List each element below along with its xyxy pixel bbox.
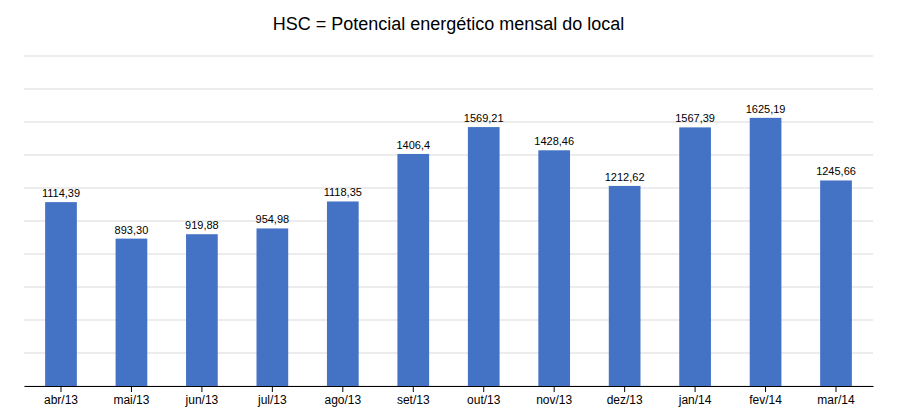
bar — [397, 154, 429, 386]
chart: HSC = Potencial energético mensal do loc… — [0, 0, 897, 420]
data-label: 893,30 — [115, 224, 149, 236]
x-tick: dez/13 — [607, 386, 643, 407]
x-tick: set/13 — [397, 386, 430, 407]
bar — [186, 234, 218, 386]
data-label: 1428,46 — [534, 135, 574, 147]
x-tick: jul/13 — [257, 386, 287, 407]
x-tick-label: jun/13 — [185, 393, 219, 407]
bar — [327, 201, 359, 386]
data-label: 1118,35 — [324, 186, 362, 198]
data-label: 1406,4 — [396, 139, 430, 151]
data-label: 1625,19 — [746, 103, 786, 115]
x-tick: abr/13 — [44, 386, 78, 407]
bar — [679, 127, 711, 386]
x-tick: jan/14 — [678, 386, 712, 407]
grid-line — [24, 254, 873, 255]
x-tick-label: nov/13 — [536, 393, 572, 407]
bars — [45, 118, 852, 386]
grid — [24, 56, 873, 386]
x-tick-label: ago/13 — [324, 393, 361, 407]
x-tick-mark — [342, 386, 343, 392]
x-tick-mark — [272, 386, 273, 392]
bar — [538, 150, 570, 386]
x-tick: fev/14 — [749, 386, 782, 407]
data-label: 1212,62 — [605, 171, 645, 183]
x-tick-label: dez/13 — [607, 393, 643, 407]
x-tick-mark — [131, 386, 132, 392]
x-tick-label: abr/13 — [44, 393, 78, 407]
grid-line — [24, 188, 873, 189]
x-tick: out/13 — [467, 386, 501, 407]
x-tick: jun/13 — [185, 386, 219, 407]
x-tick-mark — [765, 386, 766, 392]
x-tick-label: jul/13 — [257, 393, 287, 407]
data-labels: 1114,39 893,30 919,88 954,98 1118,35 1406,4 15… — [42, 103, 856, 236]
x-tick: nov/13 — [536, 386, 572, 407]
grid-line — [24, 122, 873, 123]
grid-line — [24, 56, 873, 57]
x-tick-label: mai/13 — [113, 393, 149, 407]
grid-line — [24, 353, 873, 354]
plot: 1114,39 893,30 919,88 954,98 1118,35 1406,4 15… — [24, 56, 874, 407]
x-axis: abr/13 mai/13 jun/13 jul/13 ago/13 set/13 out/… — [25, 386, 874, 407]
x-tick-label: mar/14 — [817, 393, 855, 407]
x-tick-mark — [413, 386, 414, 392]
x-tick-mark — [554, 386, 555, 392]
grid-line — [24, 386, 873, 387]
data-label: 1114,39 — [42, 187, 80, 199]
data-label: 1567,39 — [675, 112, 715, 124]
bar — [257, 228, 289, 386]
bar — [750, 118, 782, 386]
x-tick-mark — [624, 386, 625, 392]
x-tick-mark — [60, 386, 61, 392]
bar — [468, 127, 500, 386]
data-label: 1245,66 — [816, 165, 856, 177]
grid-line — [24, 287, 873, 288]
x-tick: ago/13 — [324, 386, 361, 407]
grid-line — [24, 155, 873, 156]
x-tick: mai/13 — [113, 386, 149, 407]
bar — [116, 239, 148, 386]
grid-line — [24, 320, 873, 321]
bar — [609, 186, 641, 386]
x-tick-label: out/13 — [467, 393, 501, 407]
grid-line — [24, 221, 873, 222]
bar — [820, 180, 852, 386]
bar — [45, 202, 77, 386]
x-tick-label: jan/14 — [678, 393, 712, 407]
title: HSC = Potencial energético mensal do loc… — [273, 14, 625, 34]
grid-line — [24, 89, 873, 90]
x-tick: mar/14 — [817, 386, 855, 407]
x-tick-mark — [836, 386, 837, 392]
x-tick-mark — [201, 386, 202, 392]
x-tick-label: fev/14 — [749, 393, 782, 407]
data-label: 1569,21 — [464, 112, 504, 124]
x-tick-label: set/13 — [397, 393, 430, 407]
x-axis-line — [25, 386, 874, 387]
data-label: 919,88 — [185, 219, 219, 231]
x-tick-mark — [695, 386, 696, 392]
data-label: 954,98 — [256, 213, 290, 225]
x-tick-mark — [483, 386, 484, 392]
